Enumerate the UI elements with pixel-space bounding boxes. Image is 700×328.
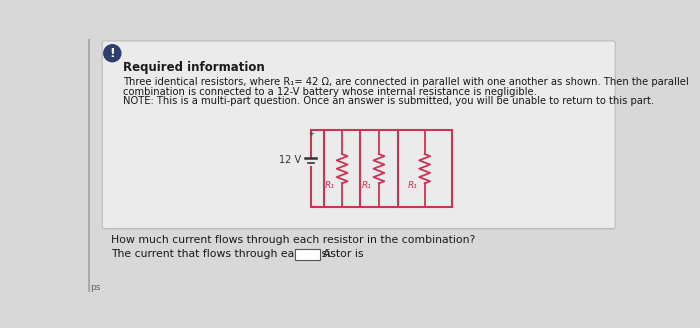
Bar <box>295 249 320 259</box>
Text: How much current flows through each resistor in the combination?: How much current flows through each resi… <box>111 235 475 245</box>
Text: A.: A. <box>323 249 334 259</box>
Text: NOTE: This is a multi-part question. Once an answer is submitted, you will be un: NOTE: This is a multi-part question. Onc… <box>123 96 654 106</box>
Text: ps: ps <box>90 283 100 292</box>
Text: Required information: Required information <box>123 61 265 73</box>
Text: +: + <box>309 131 314 137</box>
Text: Three identical resistors, where R₁= 42 Ω, are connected in parallel with one an: Three identical resistors, where R₁= 42 … <box>123 77 689 87</box>
FancyBboxPatch shape <box>102 41 615 229</box>
Text: !: ! <box>109 47 116 60</box>
Text: combination is connected to a 12-V battery whose internal resistance is negligib: combination is connected to a 12-V batte… <box>123 87 537 97</box>
Circle shape <box>104 45 121 62</box>
Text: 12 V: 12 V <box>279 155 302 165</box>
Text: R₁: R₁ <box>408 181 418 190</box>
Text: R₁: R₁ <box>326 181 335 190</box>
Text: The current that flows through each resistor is: The current that flows through each resi… <box>111 249 363 259</box>
Text: R₁: R₁ <box>362 181 372 190</box>
Bar <box>324 130 452 207</box>
